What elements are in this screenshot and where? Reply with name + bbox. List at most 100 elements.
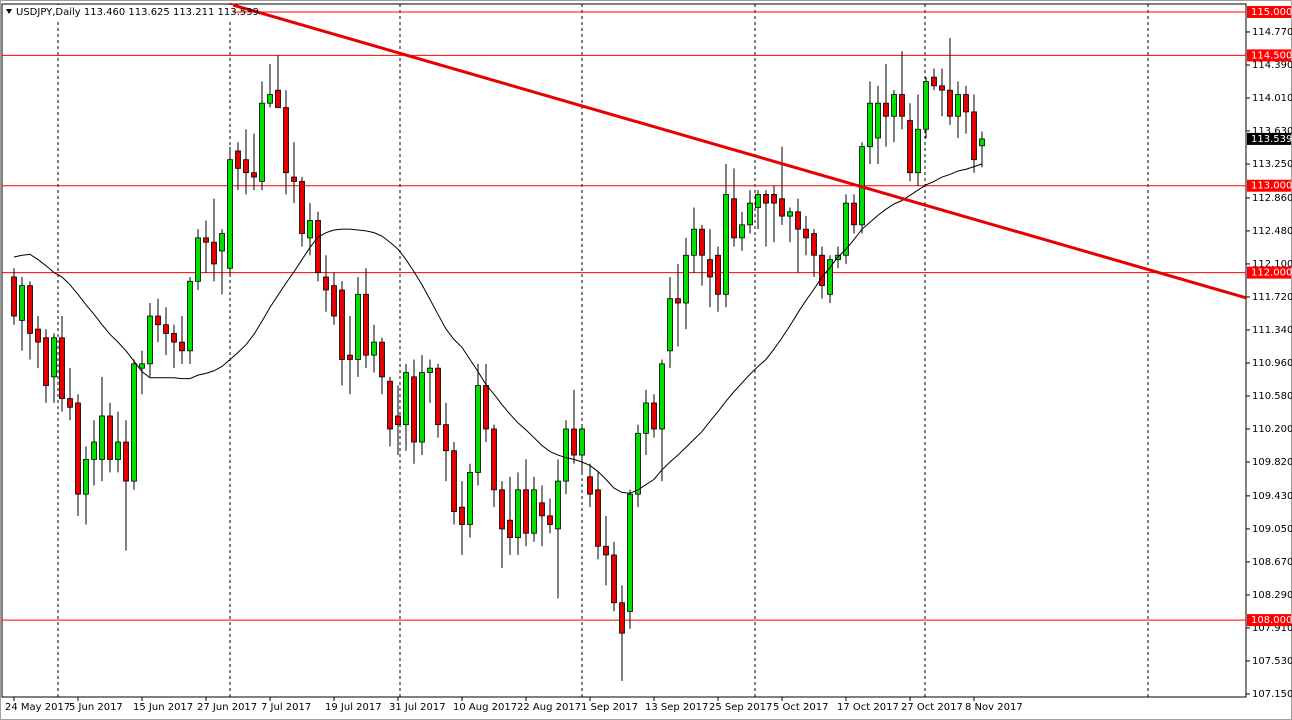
- x-tick-label: 22 Aug 2017: [517, 702, 581, 713]
- candle-body: [251, 172, 257, 178]
- candle-body: [115, 441, 121, 460]
- candle-body: [483, 385, 489, 430]
- candle-body: [795, 211, 801, 230]
- x-tick-label: 8 Nov 2017: [965, 702, 1023, 713]
- y-tick-label: 112.480: [1252, 226, 1292, 237]
- candle-body: [611, 554, 617, 604]
- candle-body: [91, 441, 97, 460]
- candle-body: [931, 76, 937, 87]
- candle-body: [123, 441, 129, 482]
- candle-body: [955, 94, 961, 117]
- candle-body: [771, 194, 777, 204]
- candle-body: [875, 102, 881, 139]
- separators: [57, 4, 1149, 697]
- level-label: 115.000: [1251, 7, 1292, 18]
- candle-body: [331, 285, 337, 317]
- candle-body: [27, 285, 33, 334]
- candle-body: [163, 324, 169, 334]
- candle-body: [571, 428, 577, 456]
- y-tick-label: 107.910: [1252, 623, 1292, 634]
- candle-body: [395, 415, 401, 426]
- candle-body: [19, 285, 25, 321]
- candle-body: [523, 489, 529, 534]
- candle-body: [963, 94, 969, 113]
- candle-body: [51, 337, 57, 378]
- moving-average: [13, 163, 983, 494]
- candle-body: [467, 472, 473, 525]
- y-tick-label: 112.860: [1252, 193, 1292, 204]
- title-bg: [3, 5, 233, 19]
- candle-body: [179, 341, 185, 352]
- candle-body: [347, 354, 353, 360]
- level-label: 108.000: [1251, 615, 1292, 626]
- y-tick-label: 114.390: [1252, 60, 1292, 71]
- x-tick-label: 1 Sep 2017: [581, 702, 638, 713]
- candle-body: [843, 202, 849, 256]
- y-tick-label: 113.630: [1252, 126, 1292, 137]
- chart-title: USDJPY,Daily 113.460 113.625 113.211 113…: [16, 7, 259, 18]
- candle-body: [387, 380, 393, 430]
- candle-body: [979, 138, 985, 147]
- y-tick-label: 110.200: [1252, 424, 1292, 435]
- plot-border: [1, 3, 1247, 698]
- candle-body: [579, 428, 585, 456]
- candle-body: [555, 480, 561, 530]
- candle-body: [235, 150, 241, 169]
- candle-body: [787, 211, 793, 217]
- x-tick-label: 19 Jul 2017: [325, 702, 382, 713]
- y-tick-label: 113.250: [1252, 159, 1292, 170]
- y-tick-label: 108.670: [1252, 557, 1292, 568]
- candle-body: [883, 102, 889, 117]
- candle-body: [819, 254, 825, 287]
- y-tick-label: 109.430: [1252, 491, 1292, 502]
- candle-body: [667, 298, 673, 352]
- candle-body: [699, 228, 705, 256]
- x-tick-label: 25 Sep 2017: [709, 702, 772, 713]
- candle-body: [675, 298, 681, 304]
- candle-body: [11, 276, 17, 317]
- candle-body: [715, 254, 721, 295]
- candle-body: [35, 328, 41, 343]
- candle-body: [683, 254, 689, 304]
- y-tick-label: 114.770: [1252, 27, 1292, 38]
- last-price-bg: [1247, 132, 1291, 145]
- level-label: 112.000: [1251, 268, 1292, 279]
- level-label: 113.000: [1251, 181, 1292, 192]
- candle-body: [627, 493, 633, 612]
- candle-body: [43, 337, 49, 386]
- x-tick-label: 27 Jun 2017: [197, 702, 257, 713]
- x-tick-label: 5 Oct 2017: [773, 702, 828, 713]
- y-tick-label: 109.050: [1252, 524, 1292, 535]
- candle-body: [587, 476, 593, 495]
- y-tick-label: 109.820: [1252, 457, 1292, 468]
- candle-body: [139, 363, 145, 369]
- y-tick-label: 110.580: [1252, 391, 1292, 402]
- candle-body: [307, 220, 313, 239]
- candle-body: [707, 259, 713, 278]
- candle-body: [371, 341, 377, 356]
- y-tick-label: 110.960: [1252, 358, 1292, 369]
- x-tick-label: 13 Sep 2017: [645, 702, 708, 713]
- candle-body: [83, 458, 89, 495]
- level-label-bg: [1247, 179, 1291, 192]
- level-label-bg: [1247, 614, 1291, 627]
- candle-body: [907, 120, 913, 174]
- candle-body: [99, 415, 105, 460]
- candle-body: [851, 202, 857, 226]
- candle-body: [515, 489, 521, 538]
- candle-body: [595, 489, 601, 547]
- candle-body: [171, 333, 177, 343]
- candle-body: [211, 241, 217, 265]
- candle-body: [827, 259, 833, 295]
- level-label: 114.500: [1251, 50, 1292, 61]
- candle-body: [355, 293, 361, 360]
- candle-body: [643, 402, 649, 434]
- y-tick-label: 107.530: [1252, 656, 1292, 667]
- candle-body: [939, 85, 945, 91]
- candle-body: [275, 89, 281, 108]
- x-tick-label: 10 Aug 2017: [453, 702, 517, 713]
- candle-body: [379, 341, 385, 378]
- candle-body: [315, 220, 321, 274]
- candle-body: [451, 450, 457, 512]
- level-label-bg: [1247, 5, 1291, 18]
